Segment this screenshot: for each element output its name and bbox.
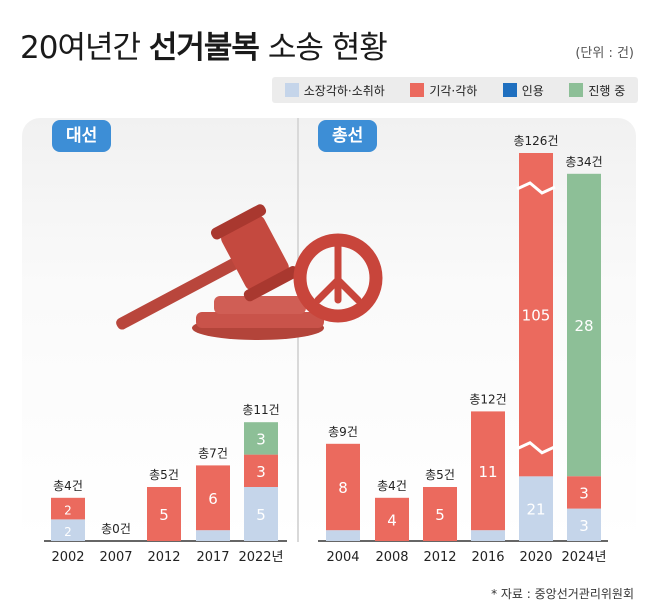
bar-segment (471, 530, 505, 541)
bar-data-label: 21 (526, 501, 545, 519)
bar-data-label: 3 (579, 517, 589, 535)
legend: 소장각하·소취하 기각·각하 인용 진행 중 (272, 77, 638, 103)
bar-segment (244, 422, 278, 455)
x-tick-label: 2016 (471, 550, 504, 565)
panel-tag-presidential: 대선 (52, 120, 112, 152)
legend-item-2: 기각·각하 (410, 82, 477, 99)
x-tick-label: 2020 (519, 550, 552, 565)
legend-swatch-2 (410, 83, 425, 97)
bar-data-label: 105 (522, 307, 551, 325)
legend-swatch-3 (502, 83, 517, 97)
bar-total-label: 총9건 (328, 425, 358, 439)
bar-total-label: 총4건 (53, 479, 83, 493)
bar-segment (51, 497, 85, 520)
bar-segment (244, 454, 278, 487)
bar-total-label: 총5건 (149, 468, 179, 482)
axis-break-mark (516, 441, 556, 455)
bar-total-label: 총5건 (425, 468, 455, 482)
bar-segment (519, 476, 553, 541)
bar-data-label: 5 (159, 506, 169, 524)
bar-data-label: 5 (256, 506, 266, 524)
legend-swatch-1 (284, 83, 299, 97)
x-tick-label: 2004 (326, 550, 359, 565)
bar-segment (147, 487, 181, 541)
x-tick-label: 2007 (99, 550, 132, 565)
bar-segment (51, 519, 85, 541)
x-tick-label: 2008 (375, 550, 408, 565)
legend-label-3: 인용 (521, 83, 544, 98)
legend-label-2: 기각·각하 (429, 83, 478, 98)
bar-total-label: 총0건 (101, 522, 131, 536)
bar-total-label: 총11건 (242, 403, 279, 417)
bar-segment (375, 497, 409, 541)
bar-data-label: 3 (256, 430, 266, 448)
x-tick-label: 2012 (423, 550, 456, 565)
source-note: * 자료 : 중앙선거관리위원회 (491, 587, 634, 601)
legend-item-4: 진행 중 (569, 82, 625, 99)
bar-segment (519, 153, 553, 477)
x-tick-label: 2012 (147, 550, 180, 565)
panel-tag-general: 총선 (318, 120, 378, 152)
x-tick-label: 2017 (196, 550, 229, 565)
bar-data-label: 11 (478, 463, 497, 481)
bar-total-label: 총4건 (377, 479, 407, 493)
bar-total-label: 총126건 (514, 134, 559, 148)
bar-segment (196, 465, 230, 531)
title-part-bold: 선거불복 (148, 30, 260, 66)
gavel-illustration (116, 204, 324, 340)
bar-data-label: 4 (387, 511, 397, 529)
legend-item-3: 인용 (502, 82, 544, 99)
bar-data-label: 5 (435, 506, 445, 524)
bar-data-label: 2 (64, 504, 72, 518)
bar-segment (567, 508, 601, 541)
bar-segment (196, 530, 230, 541)
bar-data-label: 3 (579, 484, 589, 502)
bar-segment (326, 443, 360, 531)
bar-segment (244, 487, 278, 541)
legend-label-1: 소장각하·소취하 (303, 83, 385, 98)
bar-data-label: 2 (64, 525, 72, 539)
x-tick-label: 2024년 (561, 550, 606, 565)
legend-label-4: 진행 중 (588, 83, 626, 98)
chart-title: 20여년간 선거불복 소송 현황 (20, 22, 388, 67)
unit-label: (단위 : 건) (575, 46, 634, 61)
bar-segment (567, 476, 601, 509)
bar-segment (471, 411, 505, 531)
bar-data-label: 3 (256, 463, 266, 481)
ballot-stamp-illustration (293, 233, 383, 323)
legend-swatch-4 (569, 83, 584, 97)
bar-segment (567, 173, 601, 477)
bar-segment (326, 530, 360, 541)
bar-data-label: 28 (574, 317, 593, 335)
bar-data-label: 8 (338, 479, 348, 497)
bar-total-label: 총12건 (469, 392, 506, 406)
bar-data-label: 6 (208, 490, 218, 508)
bar-total-label: 총7건 (198, 446, 228, 460)
title-part-2: 소송 현황 (258, 30, 388, 66)
bar-total-label: 총34건 (565, 155, 602, 169)
axis-break-mark (516, 181, 556, 195)
legend-item-1: 소장각하·소취하 (284, 82, 385, 99)
bar-segment (423, 487, 457, 541)
title-part-1: 20여년간 (20, 30, 149, 66)
x-tick-label: 2022년 (238, 550, 283, 565)
x-tick-label: 2002 (51, 550, 84, 565)
